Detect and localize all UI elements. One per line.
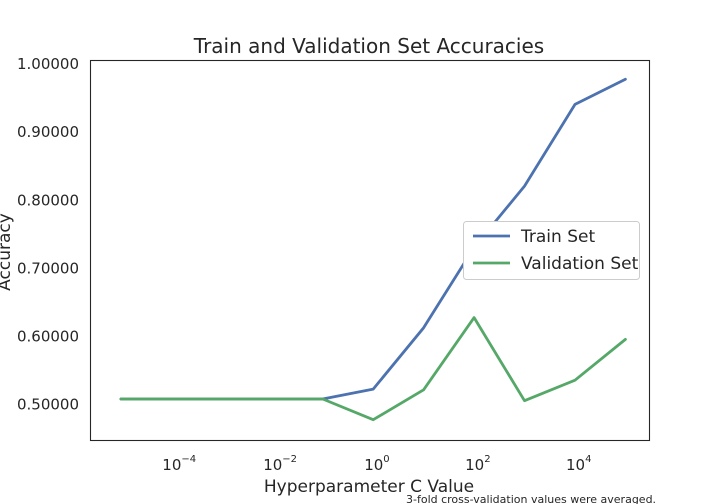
y-tick-label: 1.00000 (17, 55, 79, 73)
x-axis-label: Hyperparameter C Value (264, 477, 474, 497)
x-tick-label: 102 (465, 454, 490, 474)
y-tick-label: 0.60000 (17, 328, 79, 346)
legend-label-train: Train Set (520, 227, 595, 247)
y-tick-label: 0.90000 (17, 123, 79, 141)
legend-label-validation: Validation Set (521, 254, 639, 274)
footnote-annotation: 3-fold cross-validation values were aver… (406, 493, 656, 504)
x-tick-label: 10−4 (162, 454, 196, 474)
x-axis-ticks: 10−4 10−2 100 102 104 (162, 454, 591, 474)
plot-frame (89, 59, 651, 442)
chart-title: Train and Validation Set Accuracies (193, 34, 544, 58)
x-tick-label: 104 (566, 454, 591, 474)
series-line-1 (119, 316, 627, 422)
x-tick-label: 100 (364, 454, 389, 474)
y-axis-label: Accuracy (0, 213, 15, 291)
y-tick-label: 0.80000 (17, 191, 79, 209)
y-tick-label: 0.70000 (17, 259, 79, 277)
legend: Train Set Validation Set (463, 221, 640, 280)
y-axis-ticks: 0.50000 0.60000 0.70000 0.80000 0.90000 1.000… (17, 55, 79, 414)
plot-lines (119, 77, 627, 422)
x-tick-label: 10−2 (263, 454, 297, 474)
y-tick-label: 0.50000 (17, 396, 79, 414)
